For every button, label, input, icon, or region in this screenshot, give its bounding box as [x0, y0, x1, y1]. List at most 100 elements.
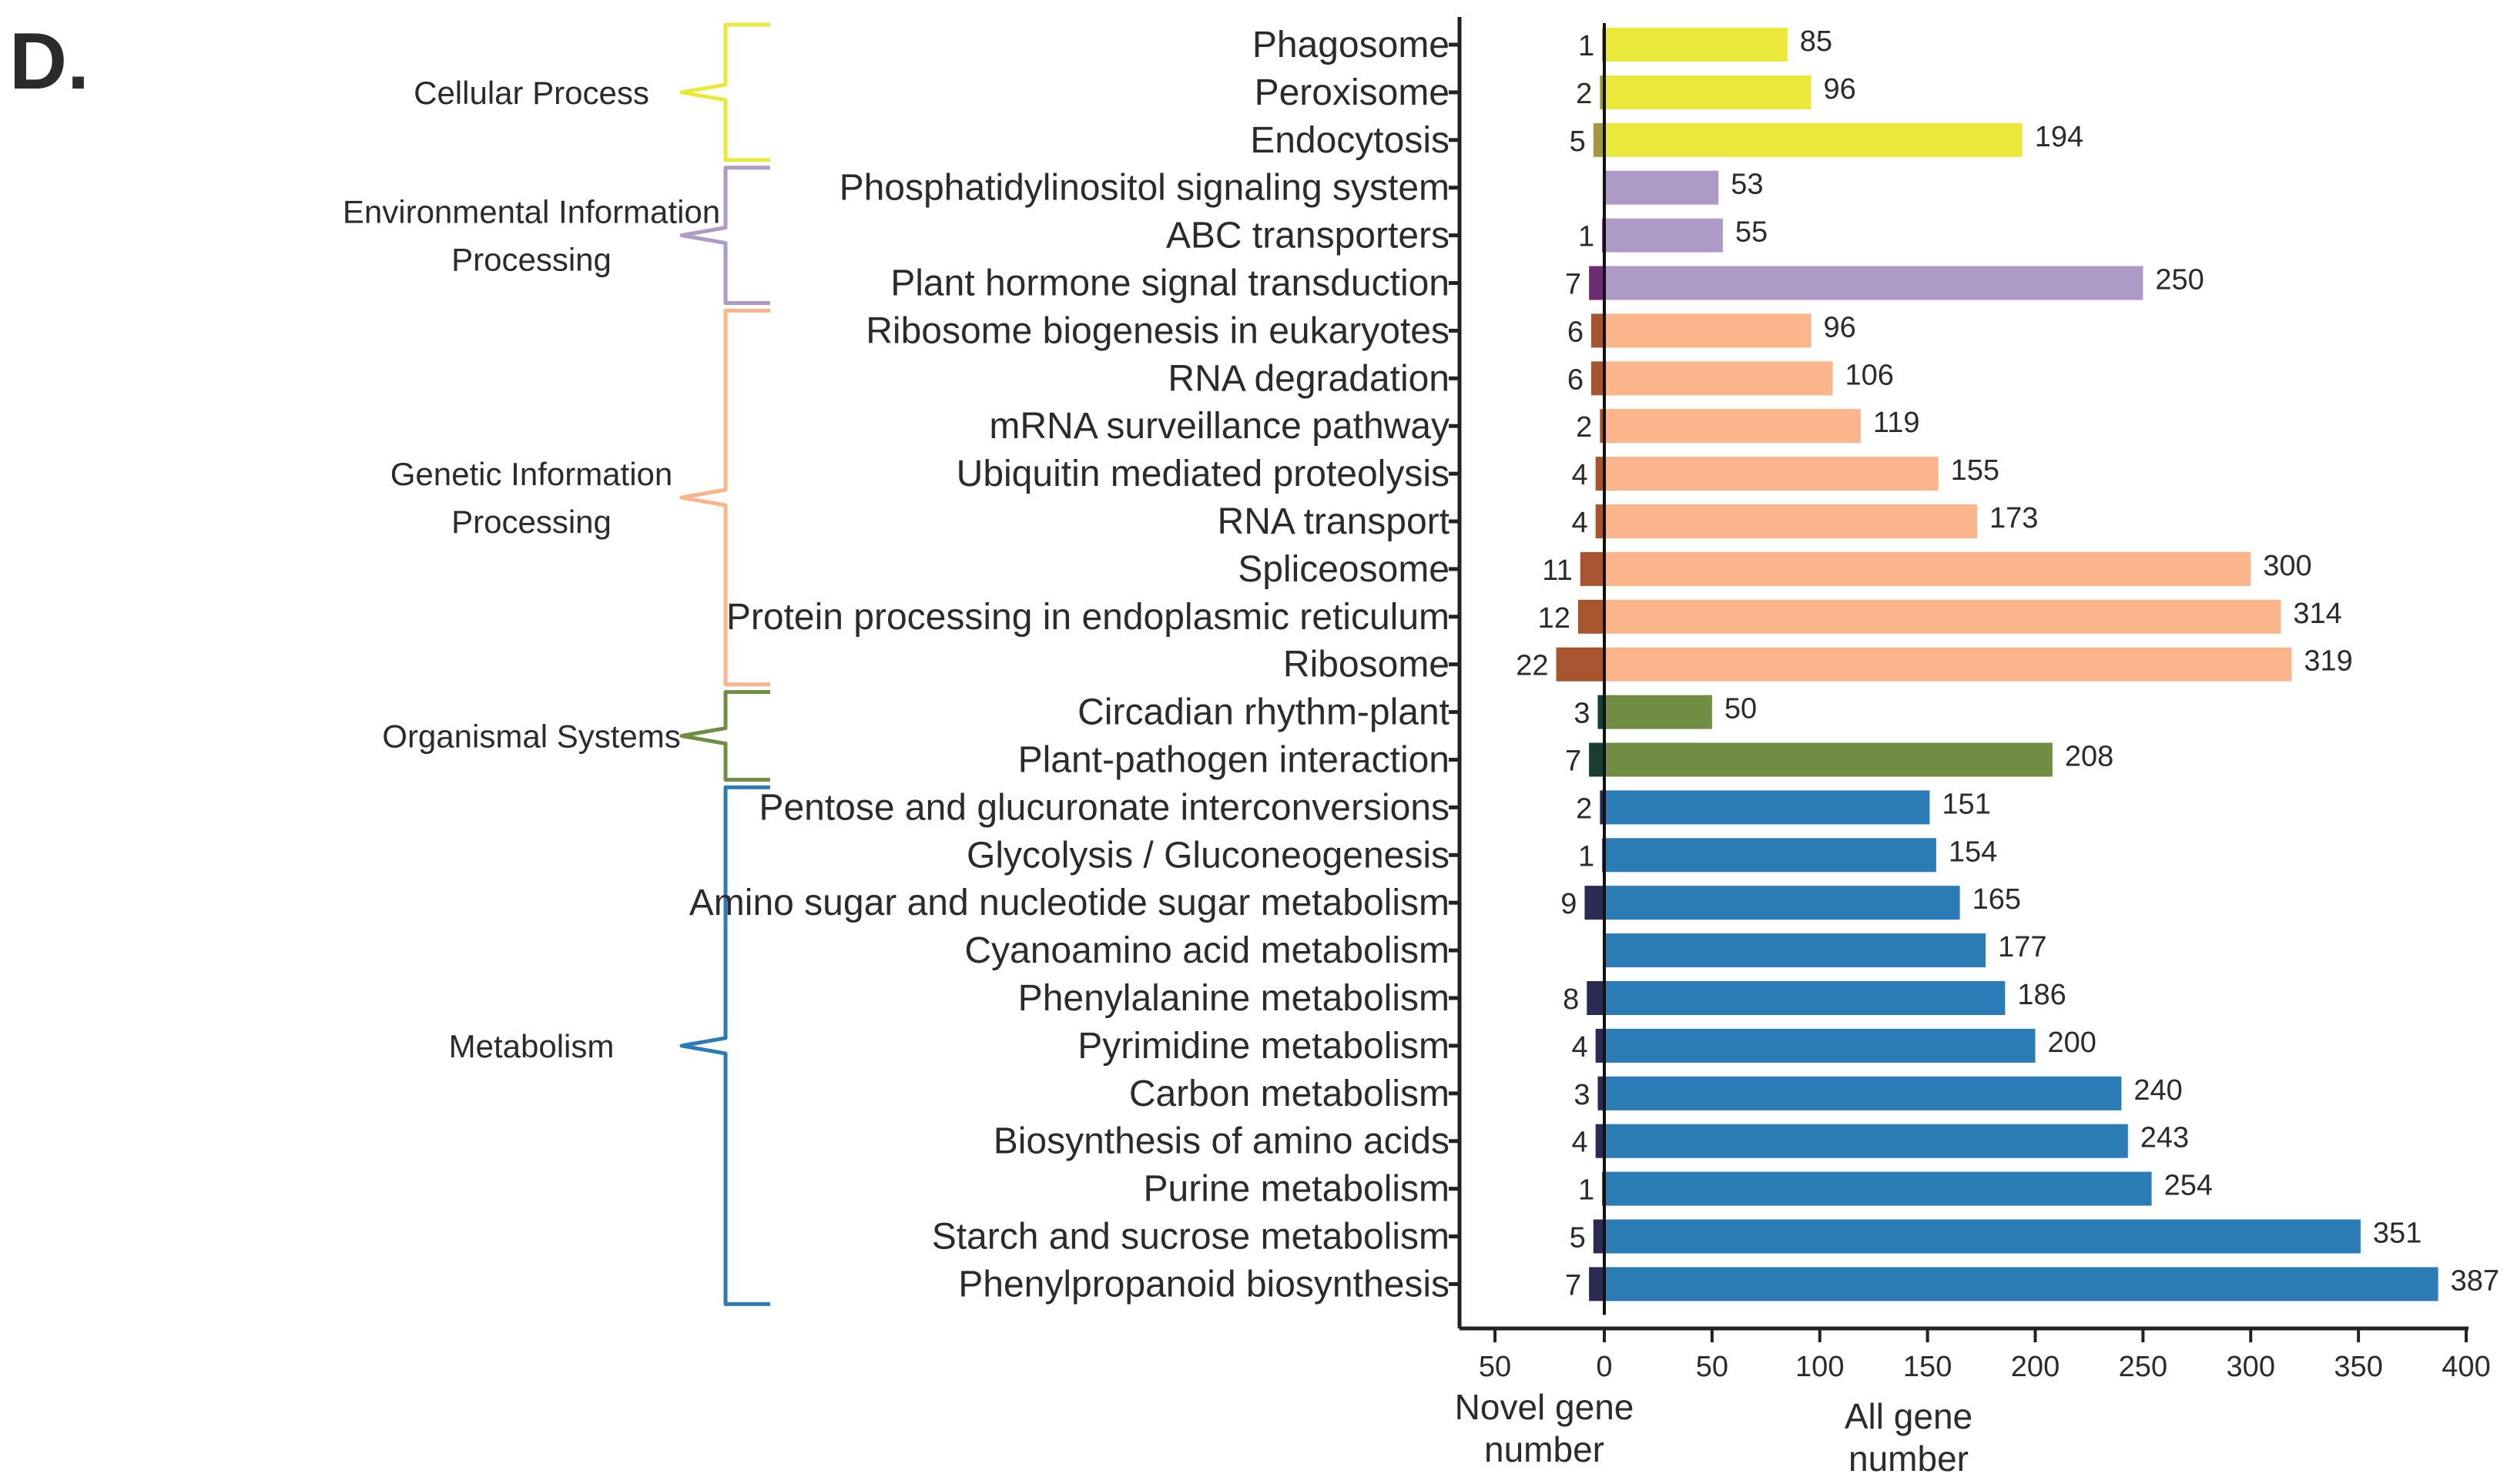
- right-axis-title: number: [1848, 1439, 1969, 1479]
- category-label: mRNA surveillance pathway: [989, 406, 1450, 447]
- all-gene-value: 55: [1735, 216, 1768, 249]
- novel-gene-value: 11: [1542, 554, 1572, 587]
- group-label: Cellular Process: [414, 75, 649, 111]
- category-label: Peroxisome: [1255, 72, 1450, 113]
- all-gene-value: 300: [2263, 550, 2311, 582]
- all-gene-value: 351: [2373, 1218, 2422, 1250]
- x-tick-label: 50: [1479, 1351, 1511, 1383]
- left-axis-title: Novel gene: [1455, 1387, 1634, 1427]
- all-gene-value: 186: [2017, 979, 2066, 1011]
- group-label: Genetic Information: [390, 456, 673, 492]
- category-label: Carbon metabolism: [1129, 1074, 1450, 1114]
- category-label: RNA degradation: [1168, 358, 1450, 399]
- category-label: Phosphatidylinositol signaling system: [840, 168, 1450, 209]
- category-label: Plant-pathogen interaction: [1018, 740, 1450, 781]
- category-label: Amino sugar and nucleotide sugar metabol…: [689, 883, 1450, 923]
- panel-label: D.: [9, 17, 89, 106]
- novel-gene-bar: [1590, 313, 1604, 348]
- novel-gene-value: 7: [1565, 1269, 1581, 1301]
- x-tick-label: 200: [2011, 1351, 2060, 1383]
- novel-gene-bar: [1580, 551, 1604, 586]
- x-tick-label: 0: [1596, 1351, 1612, 1383]
- all-gene-value: 53: [1731, 169, 1763, 201]
- all-gene-bar: [1604, 457, 1939, 491]
- novel-gene-bar: [1589, 1267, 1604, 1301]
- novel-gene-bar: [1556, 647, 1604, 682]
- x-tick-label: 300: [2227, 1351, 2275, 1383]
- novel-gene-value: 22: [1516, 650, 1548, 682]
- all-gene-bar: [1604, 838, 1936, 873]
- category-label: Biosynthesis of amino acids: [994, 1121, 1450, 1162]
- novel-gene-value: 6: [1567, 363, 1584, 396]
- novel-gene-bar: [1587, 981, 1604, 1015]
- novel-gene-bar: [1593, 122, 1604, 157]
- novel-gene-value: 1: [1578, 1174, 1594, 1207]
- novel-gene-value: 7: [1565, 269, 1581, 301]
- all-gene-bar: [1604, 551, 2251, 586]
- all-gene-bar: [1604, 933, 1986, 968]
- all-gene-value: 387: [2451, 1265, 2499, 1297]
- category-label: Circadian rhythm-plant: [1078, 692, 1450, 733]
- x-tick-label: 50: [1696, 1351, 1728, 1383]
- category-label: Spliceosome: [1238, 549, 1450, 590]
- all-gene-bar: [1604, 1267, 2438, 1301]
- category-label: Phagosome: [1252, 25, 1450, 65]
- novel-gene-value: 7: [1565, 745, 1581, 778]
- novel-gene-value: 1: [1578, 30, 1594, 62]
- all-gene-value: 85: [1800, 25, 1832, 58]
- all-gene-value: 200: [2048, 1027, 2096, 1059]
- category-label: Pentose and glucuronate interconversions: [759, 787, 1450, 828]
- novel-gene-bar: [1600, 75, 1604, 109]
- all-gene-value: 240: [2133, 1074, 2182, 1107]
- all-gene-bar: [1604, 504, 1977, 538]
- x-tick-label: 400: [2442, 1351, 2490, 1383]
- all-gene-value: 96: [1824, 73, 1856, 106]
- group-label: Metabolism: [449, 1028, 615, 1064]
- category-label: Ubiquitin mediated proteolysis: [957, 454, 1450, 494]
- novel-gene-value: 2: [1576, 792, 1592, 825]
- all-gene-value: 319: [2304, 645, 2352, 678]
- novel-gene-bar: [1589, 742, 1604, 777]
- novel-gene-value: 3: [1574, 1079, 1590, 1111]
- group-label: Environmental Information: [343, 194, 720, 230]
- novel-gene-value: 4: [1571, 1031, 1587, 1064]
- novel-gene-value: 4: [1571, 507, 1587, 539]
- all-gene-bar: [1604, 695, 1712, 729]
- novel-gene-bar: [1600, 790, 1604, 825]
- group-label: Processing: [451, 242, 612, 278]
- category-labels: Phagosome Peroxisome Endocytosis Phosphatid…: [689, 25, 1450, 1305]
- novel-gene-value: 2: [1576, 411, 1592, 444]
- novel-gene-value: 5: [1570, 1222, 1586, 1255]
- novel-gene-value: 1: [1578, 221, 1594, 253]
- category-label: Starch and sucrose metabolism: [932, 1217, 1450, 1258]
- novel-gene-bar: [1595, 457, 1604, 491]
- all-gene-bar: [1604, 886, 1960, 920]
- all-gene-bar: [1604, 361, 1833, 396]
- category-label: Phenylalanine metabolism: [1018, 978, 1450, 1019]
- all-gene-bar: [1604, 409, 1861, 444]
- novel-gene-bar: [1597, 695, 1604, 729]
- all-gene-bar: [1604, 790, 1930, 825]
- all-gene-value: 119: [1873, 407, 1920, 439]
- category-label: Endocytosis: [1250, 120, 1450, 161]
- all-gene-value: 250: [2155, 264, 2204, 296]
- x-tick-label: 150: [1903, 1351, 1952, 1383]
- all-gene-value: 177: [1998, 931, 2046, 963]
- all-gene-bar: [1604, 1124, 2128, 1158]
- novel-gene-bar: [1600, 409, 1604, 444]
- all-gene-bar: [1604, 599, 2281, 634]
- all-gene-value: 155: [1951, 454, 1999, 487]
- group-bracket: [679, 690, 770, 782]
- all-gene-bar: [1604, 28, 1788, 62]
- all-gene-value: 173: [1989, 502, 2038, 534]
- all-gene-bar: [1604, 75, 1812, 109]
- left-axis-title: number: [1484, 1429, 1604, 1469]
- novel-gene-value: 1: [1578, 840, 1594, 873]
- group-bracket: [679, 308, 770, 687]
- novel-gene-bar: [1595, 1124, 1604, 1158]
- all-gene-value: 243: [2140, 1122, 2189, 1154]
- category-label: Protein processing in endoplasmic reticu…: [726, 597, 1450, 638]
- novel-gene-value: 9: [1560, 888, 1577, 920]
- right-axis-title: All gene: [1845, 1396, 1972, 1436]
- novel-gene-bar: [1589, 266, 1604, 300]
